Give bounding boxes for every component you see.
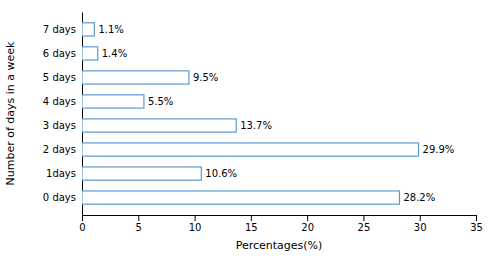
plot-area: 0 5 10 15 20 25 30 35 0 days 1days 2 days 3 days 4 d… — [4, 13, 483, 253]
bar — [82, 47, 98, 60]
y-tick: 3 days — [43, 120, 76, 131]
bar — [82, 191, 399, 204]
y-tick-label: 2 days — [43, 144, 76, 155]
y-tick: 6 days — [43, 48, 76, 59]
y-tick: 0 days — [43, 192, 76, 203]
bar — [82, 95, 144, 108]
x-tick-label: 30 — [414, 222, 427, 233]
x-tick-label: 0 — [79, 222, 85, 233]
y-tick-label: 5 days — [43, 72, 76, 83]
x-tick-label: 25 — [358, 222, 371, 233]
x-tick-mark — [195, 215, 196, 221]
x-tick-mark — [138, 215, 139, 221]
data-labels: 28.2% 10.6% 29.9% 13.7% 5.5% 9.5% 1.4% 1.1% — [98, 24, 454, 203]
y-tick-label: 0 days — [43, 192, 76, 203]
data-label: 5.5% — [148, 96, 173, 107]
y-tick: 1days — [46, 168, 76, 179]
x-tick: 35 — [470, 215, 483, 233]
chart-container: 0 5 10 15 20 25 30 35 0 days 1days 2 days 3 days 4 d… — [0, 0, 500, 257]
bar — [82, 71, 189, 84]
y-tick: 2 days — [43, 144, 76, 155]
x-tick-mark — [82, 215, 83, 221]
y-axis-line — [82, 13, 83, 216]
x-tick: 30 — [414, 215, 427, 233]
x-tick-label: 5 — [136, 222, 142, 233]
data-label: 13.7% — [240, 120, 272, 131]
x-tick-mark — [476, 215, 477, 221]
y-tick: 4 days — [43, 96, 76, 107]
y-tick: 5 days — [43, 72, 76, 83]
data-label: 9.5% — [193, 72, 218, 83]
y-axis: 0 days 1days 2 days 3 days 4 days 5 days 6 day… — [43, 13, 83, 216]
x-tick: 0 — [79, 215, 85, 233]
y-tick-label: 1days — [46, 168, 76, 179]
data-label: 29.9% — [423, 144, 455, 155]
bar — [82, 23, 94, 36]
data-label: 10.6% — [205, 168, 237, 179]
y-tick-label: 4 days — [43, 96, 76, 107]
y-tick-label: 7 days — [43, 24, 76, 35]
x-axis-line — [83, 216, 477, 222]
x-tick-label: 35 — [470, 222, 483, 233]
bars — [82, 23, 419, 204]
x-tick: 15 — [245, 215, 258, 233]
data-label: 1.1% — [98, 24, 123, 35]
x-tick-mark — [420, 215, 421, 221]
x-axis: 0 5 10 15 20 25 30 35 — [79, 215, 483, 233]
x-tick: 10 — [189, 215, 202, 233]
x-tick-mark — [307, 215, 308, 221]
data-label: 28.2% — [403, 192, 435, 203]
y-tick: 7 days — [43, 24, 76, 35]
x-tick-mark — [251, 215, 252, 221]
y-tick-label: 3 days — [43, 120, 76, 131]
x-axis-title: Percentages(%) — [236, 239, 323, 252]
x-tick: 20 — [301, 215, 314, 233]
bar — [82, 119, 236, 132]
data-label: 1.4% — [102, 48, 127, 59]
x-tick-mark — [363, 215, 364, 221]
x-tick-label: 10 — [189, 222, 202, 233]
y-axis-title: Number of days in a week — [4, 41, 17, 186]
bar — [82, 143, 419, 156]
x-tick: 5 — [136, 215, 142, 233]
bar — [82, 167, 201, 180]
y-tick-label: 6 days — [43, 48, 76, 59]
x-tick-label: 20 — [301, 222, 314, 233]
x-tick: 25 — [358, 215, 371, 233]
chart-svg: 0 5 10 15 20 25 30 35 0 days 1days 2 days 3 days 4 d… — [0, 0, 500, 257]
x-tick-label: 15 — [245, 222, 258, 233]
